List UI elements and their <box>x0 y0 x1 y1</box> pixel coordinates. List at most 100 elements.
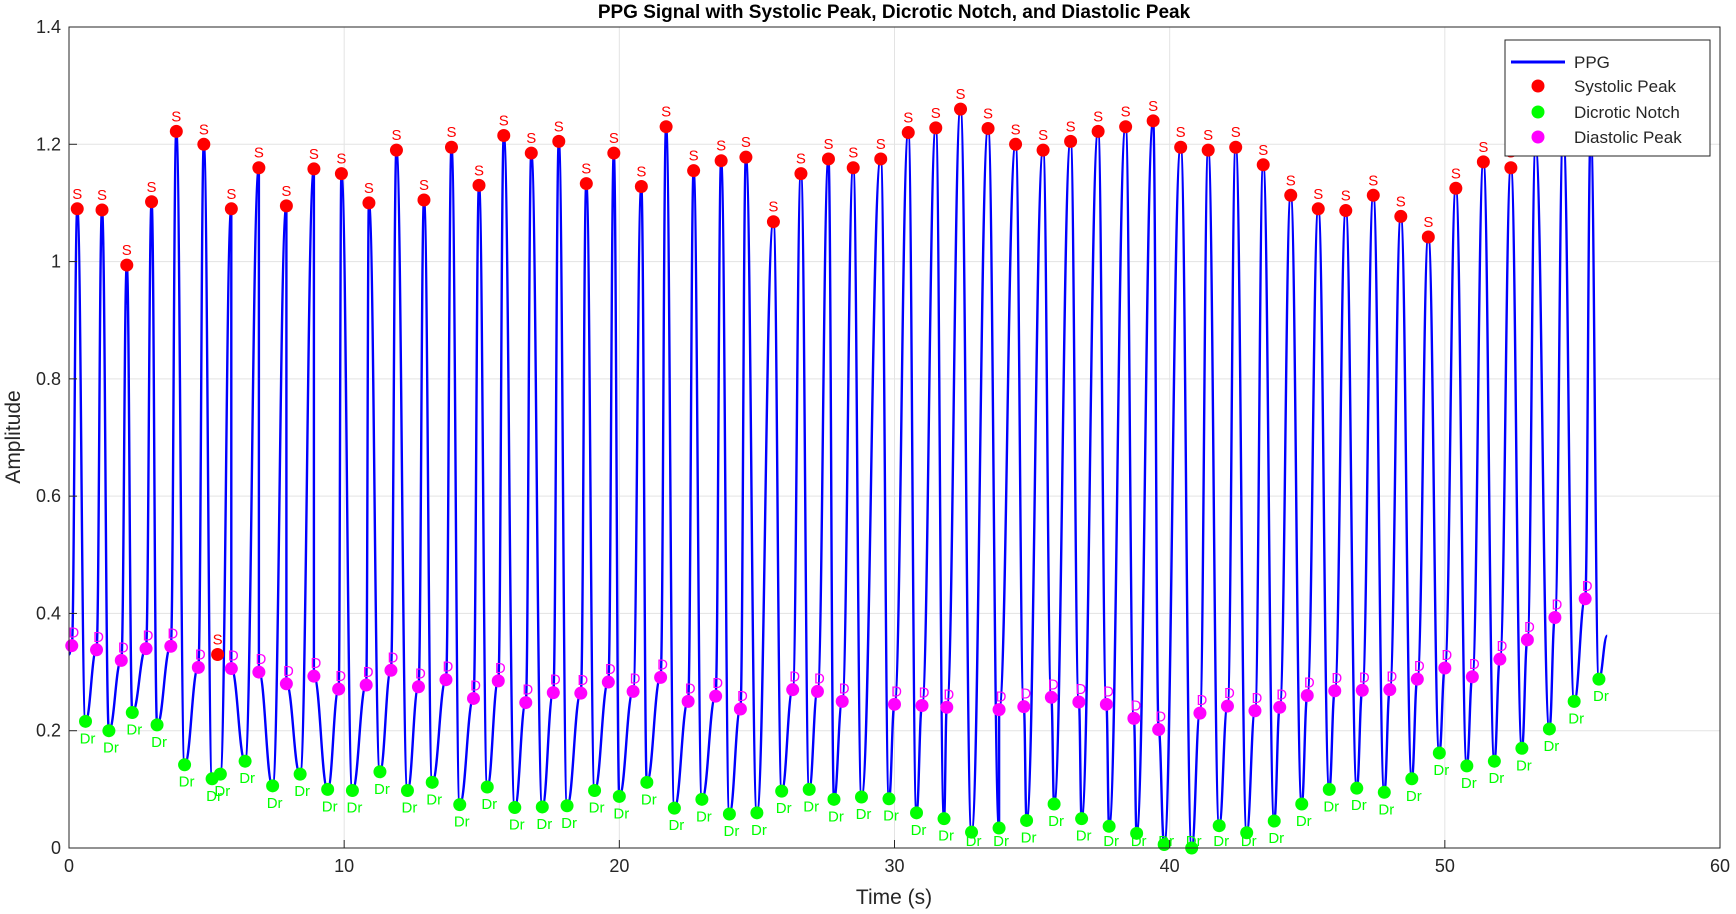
dicrotic-notch-label: Dr <box>1593 688 1609 705</box>
systolic-peak-point <box>472 178 486 192</box>
diastolic-peak-label: D <box>1524 619 1535 636</box>
diastolic-peak-point <box>191 660 205 674</box>
dicrotic-notch-label: Dr <box>1213 833 1229 850</box>
dicrotic-notch-point <box>1322 782 1336 796</box>
diastolic-peak-point <box>252 665 266 679</box>
diastolic-peak-point <box>139 642 153 656</box>
systolic-peak-point <box>1476 155 1490 169</box>
legend-dicrotic-label: Dicrotic Notch <box>1574 103 1680 122</box>
systolic-peak-label: S <box>122 242 132 259</box>
legend-diastolic-label: Diastolic Peak <box>1574 128 1682 147</box>
diastolic-peak-point <box>1493 652 1507 666</box>
dicrotic-notch-point <box>1075 812 1089 826</box>
dicrotic-notch-label: Dr <box>1186 833 1202 850</box>
systolic-peak-point <box>197 137 211 151</box>
diastolic-peak-label: D <box>789 669 800 686</box>
systolic-peak-point <box>687 164 701 178</box>
dicrotic-notch-point <box>612 789 626 803</box>
dicrotic-notch-label: Dr <box>613 805 629 822</box>
diastolic-peak-label: D <box>283 663 294 680</box>
systolic-peak-label: S <box>1093 108 1103 125</box>
systolic-peak-label: S <box>226 186 236 203</box>
dicrotic-notch-point <box>1487 754 1501 768</box>
diastolic-peak-point <box>1548 611 1562 625</box>
diastolic-peak-label: D <box>943 686 954 703</box>
dicrotic-notch-point <box>640 775 654 789</box>
y-tick-label: 0.2 <box>36 721 61 741</box>
systolic-peak-label: S <box>1231 124 1241 141</box>
dicrotic-notch-point <box>1212 819 1226 833</box>
systolic-peak-label: S <box>97 187 107 204</box>
systolic-peak-point <box>846 161 860 175</box>
dicrotic-notch-point <box>238 754 252 768</box>
diastolic-peak-point <box>601 675 615 689</box>
dicrotic-notch-point <box>1267 814 1281 828</box>
dicrotic-notch-point <box>1405 772 1419 786</box>
diastolic-peak-point <box>915 698 929 712</box>
diastolic-peak-label: D <box>1075 681 1086 698</box>
systolic-peak-label: S <box>931 105 941 122</box>
dicrotic-notch-point <box>480 780 494 794</box>
dicrotic-notch-point <box>560 799 574 813</box>
systolic-peak-label: S <box>716 138 726 155</box>
dicrotic-notch-point <box>1567 694 1581 708</box>
dicrotic-notch-label: Dr <box>723 823 739 840</box>
systolic-peak-point <box>1009 137 1023 151</box>
systolic-peak-point <box>1311 202 1325 216</box>
dicrotic-notch-label: Dr <box>1488 770 1504 787</box>
systolic-peak-label: S <box>1396 193 1406 210</box>
dicrotic-notch-point <box>1432 746 1446 760</box>
diastolic-peak-point <box>1465 670 1479 684</box>
dicrotic-notch-point <box>1102 819 1116 833</box>
diastolic-peak-label: D <box>388 649 399 666</box>
systolic-peak-label: S <box>474 162 484 179</box>
diastolic-peak-label: D <box>657 656 668 673</box>
dicrotic-notch-point <box>588 784 602 798</box>
diastolic-peak-point <box>279 677 293 691</box>
diastolic-peak-label: D <box>1386 669 1397 686</box>
y-tick-label: 0 <box>51 838 61 858</box>
dicrotic-notch-point <box>854 790 868 804</box>
dicrotic-notch-label: Dr <box>883 808 899 825</box>
systolic-peak-point <box>1256 158 1270 172</box>
systolic-peak-label: S <box>661 104 671 121</box>
dicrotic-notch-label: Dr <box>1406 788 1422 805</box>
systolic-peak-label: S <box>171 108 181 125</box>
systolic-peak-point <box>1064 134 1078 148</box>
systolic-peak-label: S <box>336 151 346 168</box>
dicrotic-notch-point <box>125 706 139 720</box>
diastolic-peak-label: D <box>1441 647 1452 664</box>
dicrotic-notch-point <box>1240 826 1254 840</box>
diastolic-peak-point <box>466 691 480 705</box>
systolic-peak-label: S <box>983 105 993 122</box>
diastolic-peak-label: D <box>363 664 374 681</box>
systolic-peak-label: S <box>391 127 401 144</box>
legend-ppg-label: PPG <box>1574 53 1610 72</box>
dicrotic-notch-point <box>910 806 924 820</box>
dicrotic-notch-label: Dr <box>589 800 605 817</box>
systolic-peak-label: S <box>1341 188 1351 205</box>
diastolic-peak-point <box>992 703 1006 717</box>
systolic-peak-label: S <box>1478 139 1488 156</box>
dicrotic-notch-point <box>1592 672 1606 686</box>
diastolic-peak-point <box>307 669 321 683</box>
systolic-peak-point <box>874 152 888 166</box>
systolic-peak-label: S <box>364 180 374 197</box>
diastolic-peak-point <box>491 674 505 688</box>
systolic-peak-point <box>929 121 943 135</box>
systolic-peak-label: S <box>1258 142 1268 159</box>
dicrotic-notch-label: Dr <box>126 722 142 739</box>
dicrotic-notch-point <box>150 718 164 732</box>
dicrotic-notch-label: Dr <box>1323 798 1339 815</box>
dicrotic-notch-point <box>992 821 1006 835</box>
systolic-peak-point <box>252 161 266 175</box>
dicrotic-notch-point <box>1020 813 1034 827</box>
diastolic-peak-label: D <box>1331 670 1342 687</box>
diastolic-peak-point <box>1044 690 1058 704</box>
dicrotic-notch-label: Dr <box>322 798 338 815</box>
diastolic-peak-label: D <box>1155 709 1166 726</box>
systolic-peak-point <box>1036 143 1050 157</box>
systolic-peak-point <box>901 126 915 140</box>
dicrotic-notch-label: Dr <box>206 788 222 805</box>
systolic-peak-label: S <box>213 631 223 648</box>
